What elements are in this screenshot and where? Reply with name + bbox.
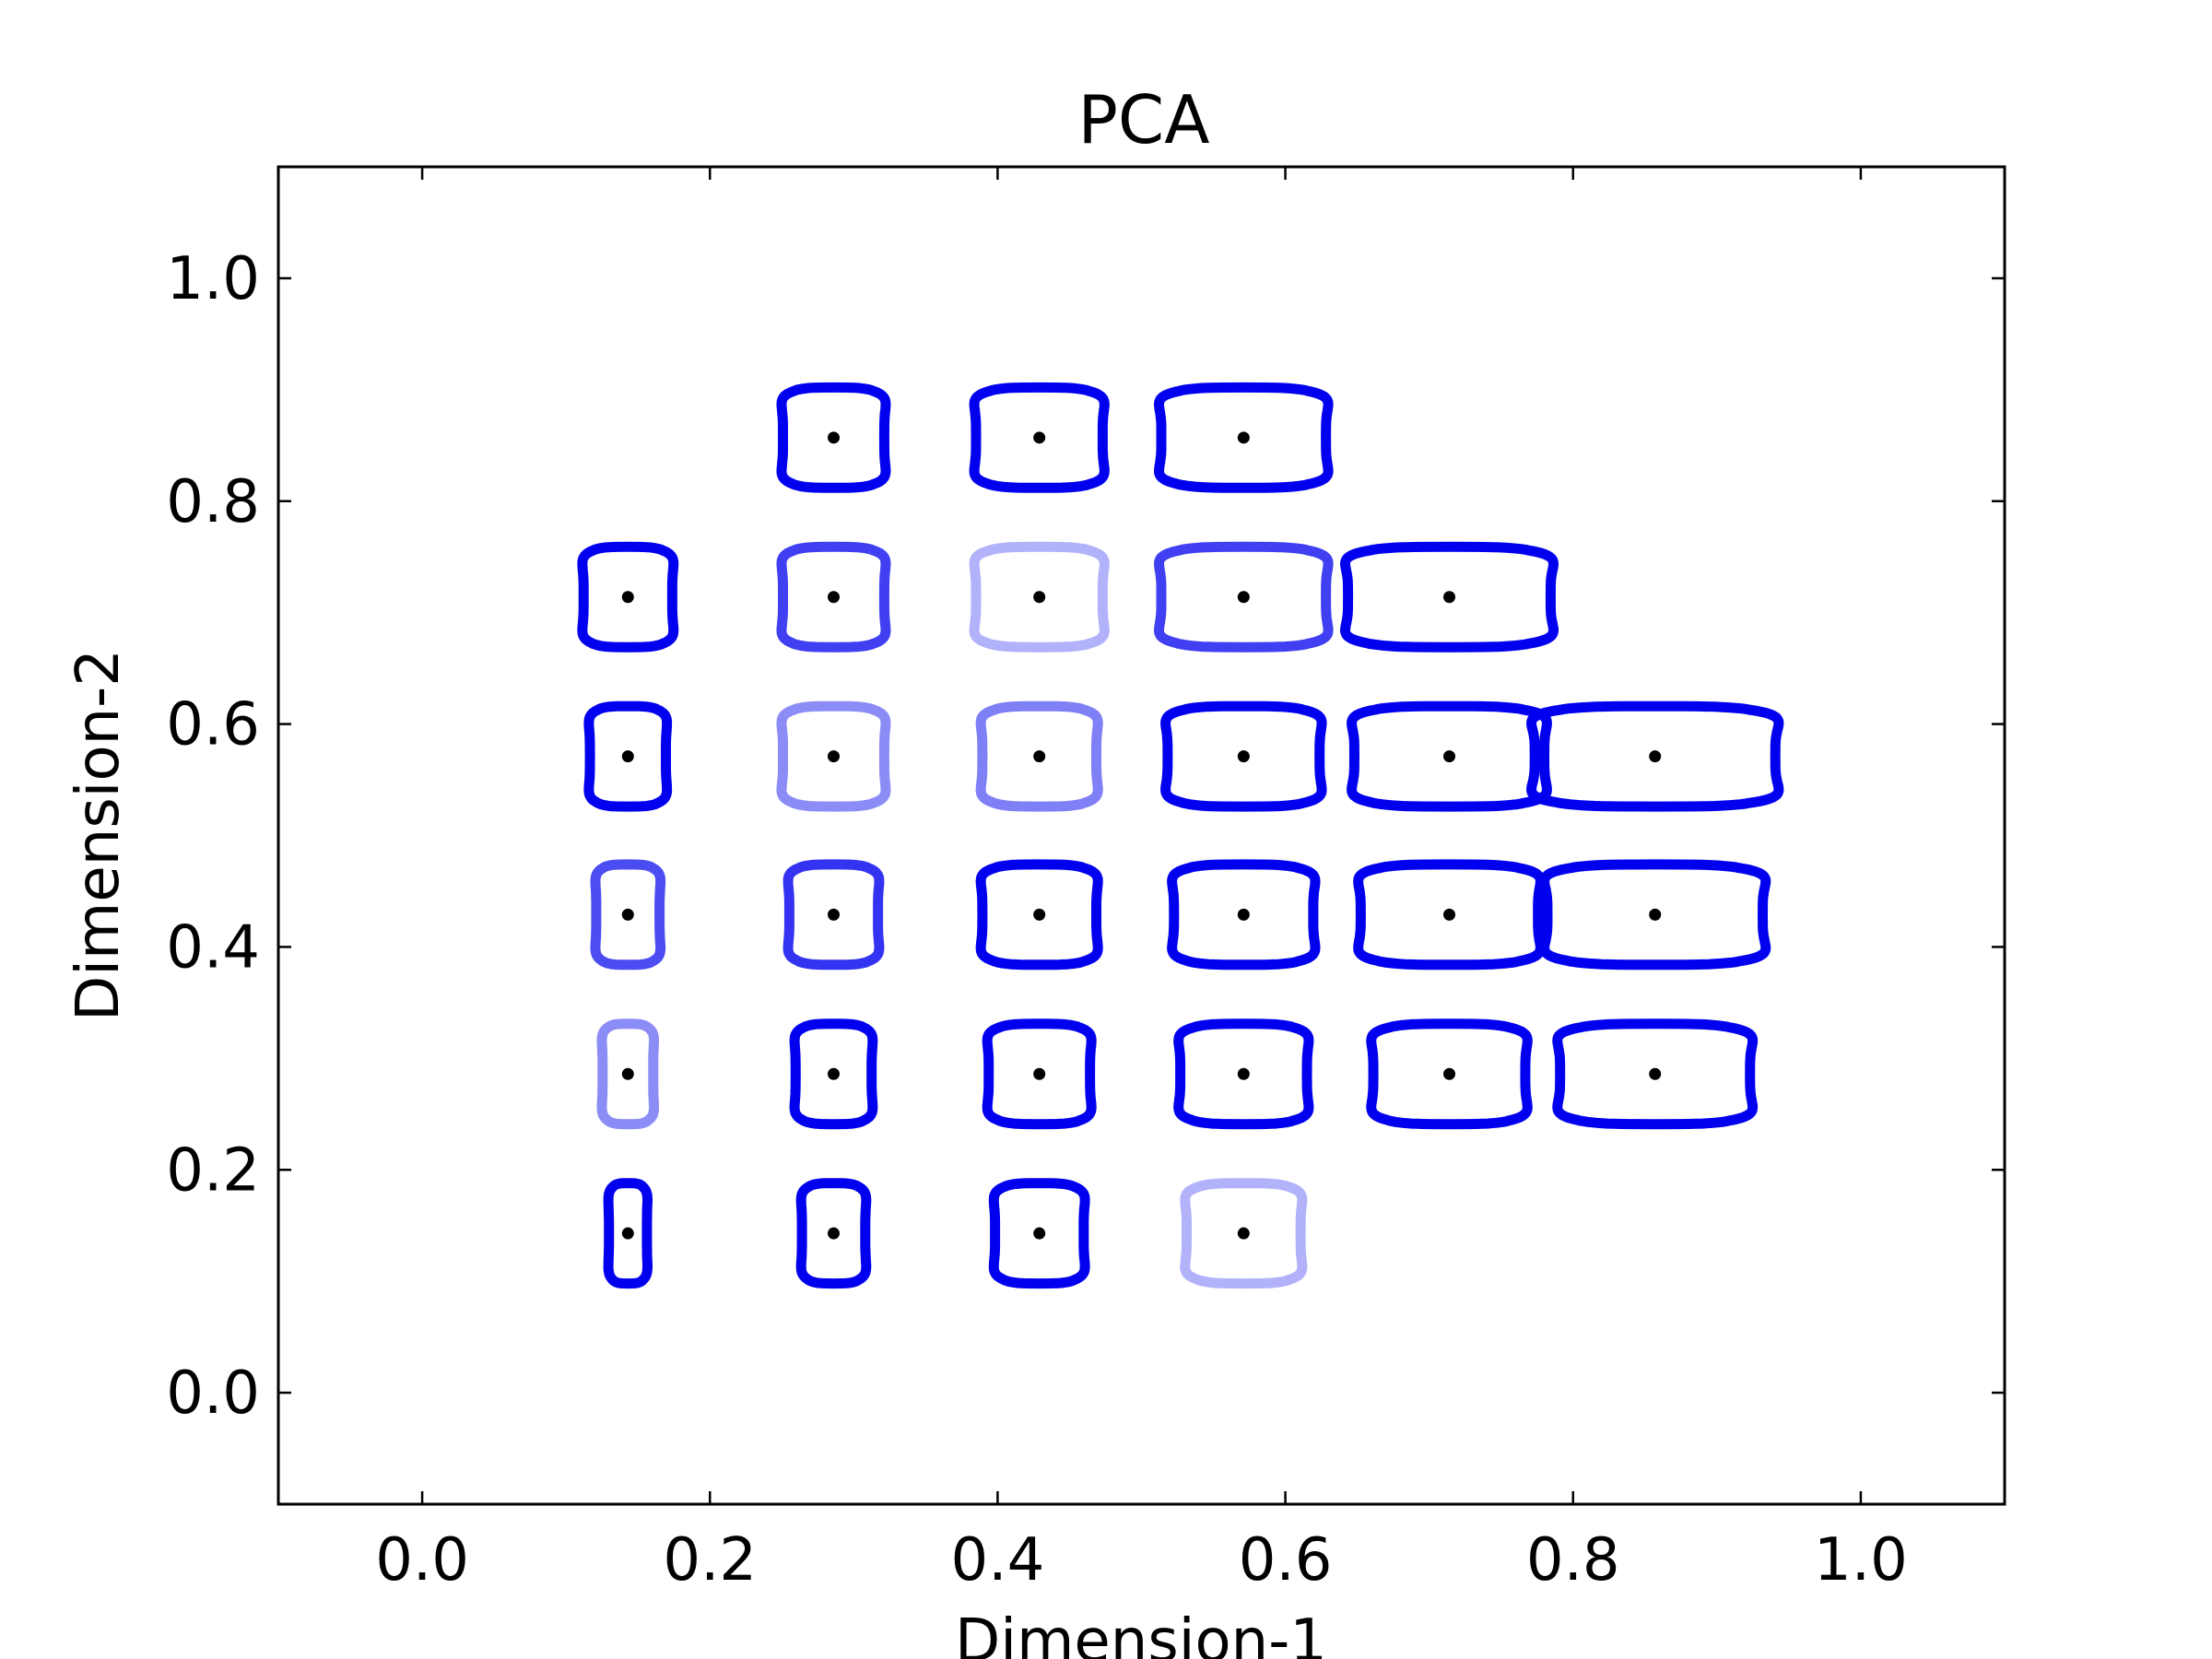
- glyph-contour: [776, 700, 891, 812]
- data-point: [1237, 431, 1250, 444]
- data-point: [621, 908, 634, 921]
- data-point: [1033, 591, 1046, 604]
- data-point: [1033, 431, 1046, 444]
- data-point: [827, 1227, 840, 1240]
- data-point: [621, 1227, 634, 1240]
- data-point: [1033, 1067, 1046, 1080]
- y-tick-label: 0.0: [166, 1359, 260, 1428]
- glyph-contour: [1552, 1018, 1759, 1130]
- data-point: [827, 591, 840, 604]
- x-axis-label: Dimension-1: [955, 1607, 1327, 1659]
- data-point: [1443, 908, 1456, 921]
- data-point: [1237, 1067, 1250, 1080]
- glyph-contour: [969, 382, 1110, 493]
- plot-frame: [276, 165, 2006, 1506]
- glyph-contour: [1167, 859, 1321, 971]
- glyph-contour: [782, 859, 885, 971]
- glyph-contour: [1180, 1178, 1308, 1289]
- data-point: [1237, 750, 1250, 763]
- glyph-contour: [795, 1178, 872, 1289]
- glyph-contour: [776, 541, 891, 653]
- chart-title: PCA: [1078, 81, 1210, 159]
- data-point: [1237, 591, 1250, 604]
- data-point: [1033, 750, 1046, 763]
- data-point: [1237, 1227, 1250, 1240]
- glyph-contour: [1173, 1018, 1314, 1130]
- glyph-contour: [1154, 382, 1334, 493]
- glyph-contour: [975, 700, 1103, 812]
- data-point: [621, 1067, 634, 1080]
- glyph-contour: [988, 1178, 1090, 1289]
- data-point: [1033, 908, 1046, 921]
- y-tick-label: 1.0: [166, 245, 260, 313]
- x-tick-label: 1.0: [1814, 1526, 1908, 1594]
- glyph-contour: [975, 859, 1103, 971]
- x-tick-label: 0.8: [1526, 1526, 1620, 1594]
- data-point: [827, 750, 840, 763]
- glyph-contour: [1154, 541, 1334, 653]
- glyph-contour: [969, 541, 1110, 653]
- x-tick-label: 0.2: [663, 1526, 757, 1594]
- glyph-contour: [1526, 700, 1784, 812]
- y-tick-label: 0.6: [166, 691, 260, 759]
- glyph-contour: [1160, 700, 1327, 812]
- data-point: [827, 908, 840, 921]
- glyph-contour: [789, 1018, 878, 1130]
- glyph-contour: [776, 382, 891, 493]
- glyph-contour: [596, 1018, 659, 1130]
- data-point: [621, 750, 634, 763]
- x-tick-label: 0.0: [375, 1526, 469, 1594]
- data-point: [1443, 1067, 1456, 1080]
- data-point: [1237, 908, 1250, 921]
- data-point: [827, 431, 840, 444]
- glyph-contour: [577, 541, 679, 653]
- data-point: [1649, 1067, 1662, 1080]
- data-point: [827, 1067, 840, 1080]
- glyph-layer: [577, 382, 1784, 1289]
- data-point: [1443, 750, 1456, 763]
- glyph-contour: [1347, 700, 1552, 812]
- glyph-contour: [583, 700, 673, 812]
- data-point: [1443, 591, 1456, 604]
- data-point: [1033, 1227, 1046, 1240]
- y-tick-label: 0.4: [166, 913, 260, 982]
- glyph-contour: [603, 1178, 653, 1289]
- glyph-contour: [590, 859, 666, 971]
- y-axis-label: Dimension-2: [65, 649, 133, 1021]
- x-tick-label: 0.4: [951, 1526, 1045, 1594]
- tick-layer: 0.0 0.2 0.4 0.6 0.8 1.0 0.0 0.2 0.4 0.6 0.8 1.0: [166, 167, 2005, 1594]
- glyph-contour: [1340, 541, 1559, 653]
- y-tick-label: 0.8: [166, 468, 260, 536]
- y-tick-label: 0.2: [166, 1136, 260, 1205]
- data-point: [1649, 908, 1662, 921]
- data-point: [621, 591, 634, 604]
- x-tick-label: 0.6: [1239, 1526, 1333, 1594]
- glyph-contour: [1353, 859, 1546, 971]
- glyph-contour: [982, 1018, 1097, 1130]
- glyph-contour: [1539, 859, 1771, 971]
- glyph-contour: [1366, 1018, 1533, 1130]
- data-point: [1649, 750, 1662, 763]
